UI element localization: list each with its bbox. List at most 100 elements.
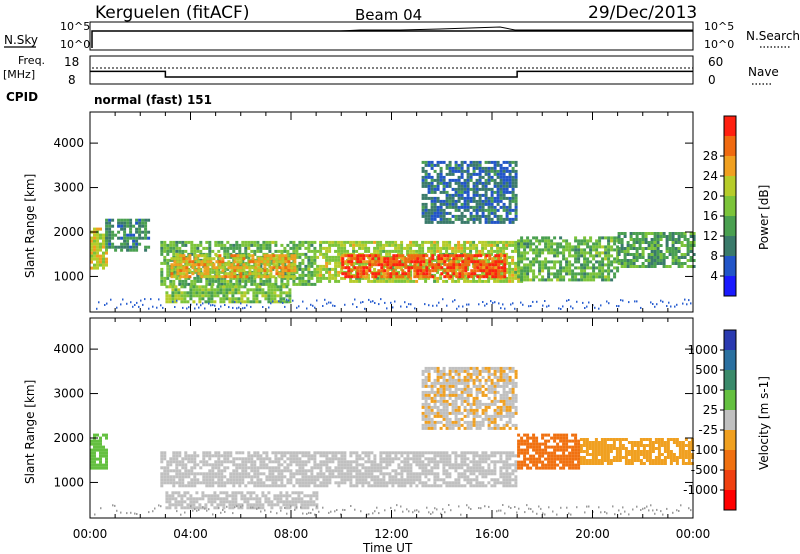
data-cell	[481, 202, 485, 206]
data-cell	[451, 276, 455, 280]
data-cell	[400, 481, 404, 485]
data-cell	[178, 249, 182, 253]
data-cell	[316, 279, 320, 283]
data-cell	[275, 263, 279, 267]
data-cell	[436, 279, 440, 283]
data-cell	[445, 220, 449, 224]
data-cell	[196, 279, 200, 283]
data-cell	[90, 251, 93, 255]
data-cell	[262, 463, 266, 467]
data-cell	[271, 460, 275, 464]
data-cell	[197, 266, 201, 270]
data-cell	[556, 245, 560, 249]
data-cell	[433, 202, 437, 206]
data-cell	[373, 276, 377, 280]
data-cell	[135, 230, 139, 234]
data-cell	[442, 270, 446, 274]
data-cell	[355, 457, 359, 461]
ground-scatter-cell	[560, 308, 562, 310]
data-cell	[199, 279, 203, 283]
data-cell	[589, 260, 593, 264]
data-cell	[391, 481, 395, 485]
data-cell	[280, 243, 284, 247]
data-cell	[430, 214, 434, 218]
data-cell	[306, 503, 310, 507]
data-cell	[440, 254, 444, 258]
data-cell	[496, 460, 500, 464]
data-cell	[514, 214, 518, 218]
data-cell	[421, 417, 425, 421]
data-cell	[310, 255, 314, 259]
data-cell	[328, 249, 332, 253]
ground-scatter-cell	[456, 307, 458, 310]
data-cell	[295, 252, 299, 256]
data-cell	[469, 249, 473, 253]
data-cell	[445, 484, 449, 488]
data-cell	[355, 454, 359, 458]
data-cell	[186, 497, 190, 501]
data-cell	[166, 475, 170, 479]
data-cell	[268, 466, 272, 470]
data-cell	[255, 500, 259, 504]
data-cell	[397, 457, 401, 461]
data-cell	[632, 265, 636, 268]
data-cell	[304, 481, 308, 485]
data-cell	[247, 279, 251, 283]
data-cell	[431, 257, 435, 261]
data-cell	[689, 259, 693, 262]
data-cell	[503, 257, 507, 261]
data-cell	[350, 254, 354, 258]
ground-scatter-cell	[392, 306, 394, 309]
data-cell	[315, 503, 319, 507]
data-cell	[644, 238, 648, 241]
data-cell	[174, 300, 178, 304]
data-cell	[182, 269, 186, 273]
data-cell	[641, 253, 645, 256]
data-cell	[105, 454, 108, 458]
data-cell	[511, 169, 515, 173]
data-cell	[449, 263, 453, 267]
data-cell	[334, 475, 338, 479]
data-cell	[295, 264, 299, 268]
data-cell	[356, 260, 360, 264]
data-cell	[650, 250, 654, 253]
data-cell	[511, 184, 515, 188]
data-cell	[262, 484, 266, 488]
data-cell	[389, 272, 393, 276]
data-cell	[448, 160, 452, 164]
data-cell	[448, 166, 452, 170]
data-cell	[250, 240, 254, 244]
data-cell	[641, 247, 645, 250]
data-cell	[244, 270, 248, 274]
data-cell	[233, 254, 237, 258]
data-cell	[436, 214, 440, 218]
data-cell	[496, 279, 500, 283]
data-cell	[475, 454, 479, 458]
data-cell	[463, 472, 467, 476]
data-cell	[433, 273, 437, 277]
data-cell	[144, 233, 148, 237]
data-cell	[436, 160, 440, 164]
data-cell	[400, 243, 404, 247]
data-cell	[186, 506, 190, 510]
data-cell	[455, 272, 459, 276]
data-cell	[425, 254, 429, 258]
data-cell	[511, 469, 515, 473]
data-cell	[258, 300, 262, 304]
data-cell	[203, 266, 207, 270]
data-cell	[172, 481, 176, 485]
data-cell	[388, 451, 392, 455]
data-cell	[307, 240, 311, 244]
data-cell	[490, 240, 494, 244]
data-cell	[218, 275, 222, 279]
data-cell	[186, 300, 190, 304]
data-cell	[307, 246, 311, 250]
data-cell	[659, 253, 663, 256]
data-cell	[484, 460, 488, 464]
data-cell	[257, 263, 261, 267]
data-cell	[436, 478, 440, 482]
data-cell	[193, 279, 197, 283]
data-cell	[246, 497, 250, 501]
data-cell	[180, 500, 184, 504]
data-cell	[475, 172, 479, 176]
